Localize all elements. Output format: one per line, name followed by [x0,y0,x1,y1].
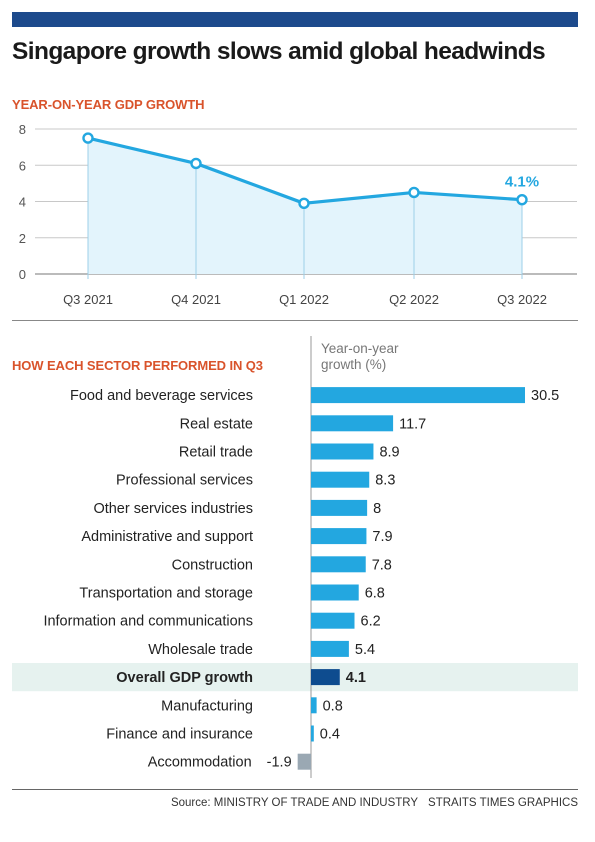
value-label-professional-services: 8.3 [375,473,395,489]
growth-unit-caption: Year-on-year growth (%) [321,341,399,372]
bar-finance-and-insurance [311,725,314,742]
bar-wholesale-trade [311,640,349,657]
x-tick-label: Q4 2021 [171,292,221,307]
bar-overall-gdp-growth [311,669,340,686]
x-tick-label: Q3 2021 [63,292,113,307]
overall-row-highlight [12,663,578,692]
category-label-retail-trade: Retail trade [179,445,253,461]
bar-transportation-and-storage [311,584,359,601]
source-line: Source: MINISTRY OF TRADE AND INDUSTRY ST… [171,797,578,809]
y-tick-label: 4 [19,195,26,210]
bar-other-services-industries [311,499,368,516]
value-label-accommodation: -1.9 [267,755,292,771]
bar-information-and-communications [311,612,355,629]
y-tick-label: 2 [19,231,26,246]
category-label-information-and-communications: Information and communications [43,614,253,630]
category-label-accommodation: Accommodation [148,755,252,771]
x-tick-label: Q2 2022 [389,292,439,307]
source-text: Source: MINISTRY OF TRADE AND INDUSTRY [170,797,419,809]
y-tick-label: 8 [19,122,26,137]
bar-administrative-and-support [311,528,367,545]
x-tick-label: Q3 2022 [497,292,547,307]
value-label-finance-and-insurance: 0.4 [320,727,340,743]
category-label-real-estate: Real estate [180,416,253,432]
category-label-overall-gdp-growth: Overall GDP growth [116,670,253,686]
value-label-retail-trade: 8.9 [379,445,399,461]
y-tick-label: 0 [19,267,26,282]
category-label-administrative-and-support: Administrative and support [81,529,253,545]
bar-construction [311,556,366,573]
footer-divider [12,789,578,790]
value-label-food-and-beverage-services: 30.5 [531,388,559,404]
y-tick-label: 6 [19,158,26,173]
value-label-other-services-industries: 8 [373,501,381,517]
data-point-q2-2022 [408,186,420,199]
value-label-construction: 7.8 [372,557,392,573]
value-label-overall-gdp-growth: 4.1 [346,670,366,686]
category-label-construction: Construction [172,557,253,573]
line-chart-title: YEAR-ON-YEAR GDP GROWTH [12,97,205,112]
category-label-manufacturing: Manufacturing [161,698,253,714]
value-label-transportation-and-storage: 6.8 [365,586,385,602]
sector-chart-title: HOW EACH SECTOR PERFORMED IN Q3 [12,358,263,373]
bar-food-and-beverage-services [311,387,525,404]
gdp-growth-line-chart: 0 2 4 6 8 Q3 2021 Q4 2021 Q1 2022 Q2 2022 Q3 2022… [19,122,577,307]
data-point-q1-2022 [298,197,310,210]
value-label-wholesale-trade: 5.4 [355,642,375,658]
x-tick-label: Q1 2022 [279,292,329,307]
bar-accommodation [297,753,311,770]
bar-manufacturing [311,697,317,714]
bar-real-estate [311,415,394,432]
value-label-administrative-and-support: 7.9 [372,529,392,545]
data-point-q4-2021 [190,157,202,170]
data-point-q3-2021 [82,132,94,144]
value-label-real-estate: 11.7 [399,416,426,432]
category-label-transportation-and-storage: Transportation and storage [79,586,253,602]
graphics-credit: STRAITS TIMES GRAPHICS [428,797,578,809]
sector-growth-bar-chart: Food and beverage services 30.5 Real estat… [12,336,578,778]
category-label-finance-and-insurance: Finance and insurance [106,727,253,743]
category-label-wholesale-trade: Wholesale trade [148,642,253,658]
section-divider [12,320,578,321]
bar-professional-services [311,471,370,488]
data-point-q3-2022 [516,193,528,206]
category-label-other-services-industries: Other services industries [93,501,253,517]
value-label-manufacturing: 0.8 [323,698,343,714]
value-label-information-and-communications: 6.2 [361,614,381,630]
top-accent-bar [12,12,578,27]
headline: Singapore growth slows amid global headw… [12,38,546,65]
bar-retail-trade [311,443,374,460]
category-label-food-and-beverage-services: Food and beverage services [70,388,253,404]
category-label-professional-services: Professional services [116,473,253,489]
latest-value-annotation: 4.1% [505,174,539,191]
